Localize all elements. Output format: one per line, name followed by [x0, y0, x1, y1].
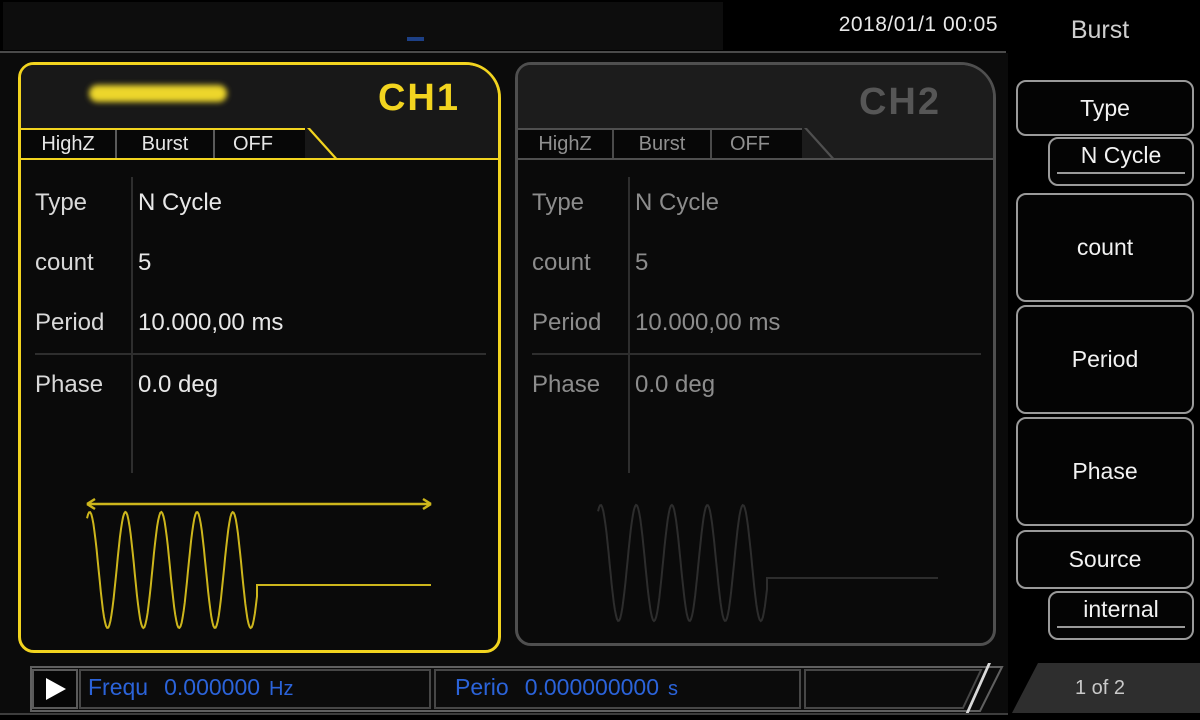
- ch2-param-vertical-divider: [628, 177, 630, 473]
- softkey-period-label: Period: [1071, 346, 1139, 372]
- ch2-type-row: Type N Cycle: [518, 187, 993, 219]
- menu-title: Burst: [1070, 16, 1130, 44]
- param-value: 5: [635, 249, 649, 276]
- ch2-mode-tab: Burst: [614, 130, 712, 158]
- param-value: 0.0 deg: [138, 371, 219, 398]
- softkey-source-label: Source: [1068, 546, 1142, 572]
- frequency-unit: Hz: [269, 678, 294, 700]
- softkey-sidebar: Burst Type N Cycle count Period Phase So…: [965, 0, 1200, 720]
- ch1-header: CH1 HighZ Burst OFF: [21, 65, 498, 160]
- ch2-param-horizontal-divider: [532, 353, 981, 355]
- play-button[interactable]: [32, 668, 78, 710]
- param-label: Period: [532, 309, 602, 336]
- ch2-header: CH2 HighZ Burst OFF: [518, 65, 993, 160]
- top-indicator-dash: [407, 37, 424, 41]
- datetime-display: 2018/01/1 00:05: [838, 13, 998, 36]
- softkey-phase[interactable]: Phase: [1016, 417, 1194, 526]
- param-value: 10.000,00 ms: [635, 309, 781, 336]
- ch2-tab-diagonal: [804, 128, 835, 158]
- bottom-divider: [0, 713, 1008, 715]
- period-label: Perio: [455, 674, 509, 700]
- ch2-tab-strip: HighZ Burst OFF: [518, 128, 993, 160]
- param-label: Phase: [35, 371, 104, 398]
- channel-panel-ch1[interactable]: CH1 HighZ Burst OFF Type N Cycle count 5…: [18, 62, 501, 653]
- softkey-phase-label: Phase: [1072, 458, 1138, 484]
- ch2-title: CH2: [858, 81, 941, 123]
- frequency-label: Frequ: [88, 674, 149, 700]
- ch1-mode-tab: Burst: [117, 130, 215, 158]
- param-label: count: [532, 249, 591, 276]
- ch1-tab-diagonal: [307, 128, 338, 158]
- frequency-value: 0.000000: [164, 674, 261, 700]
- ch1-phase-row: Phase 0.0 deg: [21, 369, 498, 401]
- ch2-tab-box: HighZ Burst OFF: [518, 128, 802, 158]
- param-value: 0.0 deg: [635, 371, 716, 398]
- ch1-type-row: Type N Cycle: [21, 187, 498, 219]
- param-label: Type: [532, 189, 585, 216]
- ch2-period-row: Period 10.000,00 ms: [518, 307, 993, 339]
- ch2-count-row: count 5: [518, 247, 993, 279]
- softkey-type-value[interactable]: N Cycle: [1048, 137, 1194, 186]
- ch1-impedance-tab: HighZ: [21, 130, 117, 158]
- page-indicator[interactable]: 1 of 2: [1012, 663, 1200, 713]
- ch1-param-vertical-divider: [131, 177, 133, 473]
- ch2-impedance-tab: HighZ: [518, 130, 614, 158]
- softkey-source-value-label: internal: [1057, 594, 1185, 628]
- softkey-count[interactable]: count: [1016, 193, 1194, 302]
- ch1-tab-box: HighZ Burst OFF: [21, 128, 305, 158]
- topbar-background: [3, 2, 723, 50]
- softkey-type-value-label: N Cycle: [1057, 140, 1185, 174]
- ch2-phase-row: Phase 0.0 deg: [518, 369, 993, 401]
- param-value: N Cycle: [138, 189, 223, 216]
- period-unit: s: [668, 678, 679, 700]
- ch2-burst-waveform-preview: [597, 503, 938, 623]
- ch1-selection-highlight: [89, 85, 227, 102]
- param-label: Phase: [532, 371, 601, 398]
- param-label: Type: [35, 189, 88, 216]
- param-label: Period: [35, 309, 105, 336]
- param-value: 10.000,00 ms: [138, 309, 284, 336]
- param-value: N Cycle: [635, 189, 720, 216]
- param-label: count: [35, 249, 94, 276]
- frequency-readout: Frequ 0.000000 Hz: [88, 674, 293, 701]
- ch1-count-row: count 5: [21, 247, 498, 279]
- channel-panel-ch2[interactable]: CH2 HighZ Burst OFF Type N Cycle count 5…: [515, 62, 996, 646]
- softkey-source[interactable]: Source: [1016, 530, 1194, 589]
- softkey-count-label: count: [1076, 234, 1134, 260]
- softkey-period[interactable]: Period: [1016, 305, 1194, 414]
- ch1-title: CH1: [377, 77, 460, 119]
- play-icon: [46, 678, 66, 700]
- period-readout: Perio 0.000000000 s: [455, 674, 678, 701]
- ch1-tab-strip: HighZ Burst OFF: [21, 128, 498, 160]
- ch2-output-state-tab: OFF: [730, 132, 770, 155]
- status-bar-frame: [30, 666, 1004, 712]
- status-bar: Frequ 0.000000 Hz Perio 0.000000000 s: [30, 666, 1005, 712]
- period-value: 0.000000000: [524, 674, 660, 700]
- softkey-type[interactable]: Type: [1016, 80, 1194, 136]
- ch1-param-horizontal-divider: [35, 353, 486, 355]
- ch1-burst-waveform-preview: [86, 497, 432, 630]
- ch1-output-state-tab: OFF: [233, 132, 273, 155]
- softkey-source-value[interactable]: internal: [1048, 591, 1194, 640]
- ch1-period-row: Period 10.000,00 ms: [21, 307, 498, 339]
- param-value: 5: [138, 249, 152, 276]
- topbar-divider: [0, 51, 1006, 53]
- softkey-type-label: Type: [1080, 94, 1130, 121]
